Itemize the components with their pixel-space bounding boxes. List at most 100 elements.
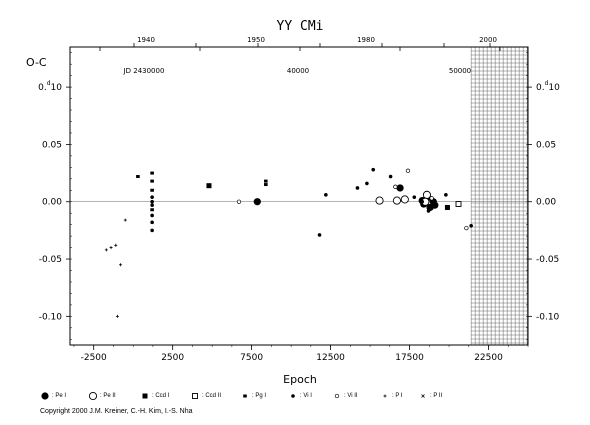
legend-symbol-p1 (383, 394, 387, 398)
data-point-pg1 (264, 179, 268, 183)
data-point-pe2 (375, 196, 384, 205)
legend-marker-vi1 (291, 394, 295, 398)
legend-symbol-ccd2 (192, 393, 198, 399)
data-point-vi2 (236, 199, 242, 204)
legend-symbol-pe2 (88, 391, 98, 401)
data-point-ccd2 (455, 201, 462, 207)
year-label: 1980 (357, 36, 375, 44)
legend-item-pe2: : Pe II (88, 391, 116, 401)
y-tick-label-right: 0.d10 (536, 80, 560, 93)
jd-label: 50000 (449, 67, 471, 75)
legend-label: : P II (430, 393, 443, 399)
x-tick-label: 12500 (316, 353, 345, 363)
legend-item-vi2: : Vi II (332, 391, 358, 401)
hatched-background (471, 47, 528, 345)
y-tick-label-right: 0.00 (536, 198, 556, 208)
data-point-p1 (119, 263, 123, 267)
data-point-vi1 (355, 186, 360, 190)
legend-item-pg1: : Pg I (240, 391, 266, 401)
x-axis-label: Epoch (283, 373, 317, 386)
data-point-pe2 (400, 195, 409, 204)
year-label: 1950 (247, 36, 265, 44)
data-point-vi1 (150, 213, 154, 218)
data-point-p1 (115, 314, 119, 318)
data-point-vi2 (393, 184, 398, 189)
plot-frame (69, 46, 529, 346)
y-tick-label-left: 0.05 (42, 140, 62, 150)
data-point-pe1 (253, 198, 261, 206)
y-tick-label-left: -0.10 (39, 312, 63, 322)
data-point-vi1 (426, 209, 431, 213)
x-tick-label: 2500 (161, 353, 184, 363)
year-label: 1940 (137, 36, 155, 44)
legend-marker-ccd2 (192, 393, 198, 399)
y-tick-label-left: -0.05 (39, 255, 62, 265)
legend-symbol-vi1 (291, 394, 295, 398)
data-point-ccd1 (206, 183, 212, 189)
legend-label: : P I (392, 393, 403, 399)
legend-marker-vi2 (334, 393, 340, 399)
copyright-text: Copyright 2000 J.M. Kreiner, C.-H. Kim, … (40, 408, 193, 415)
data-point-p1 (114, 243, 118, 247)
legend: : Pe I : Pe II : Ccd I : Ccd II : Pg I : Vi I… (40, 391, 560, 405)
data-point-vi1 (150, 228, 154, 233)
y-axis-label: O-C (26, 56, 47, 69)
x-tick-label: 17500 (395, 353, 424, 363)
legend-symbol-p2 (421, 394, 425, 398)
legend-label: : Pe II (100, 393, 116, 399)
legend-label: : Ccd II (202, 393, 222, 399)
cross-b (421, 394, 425, 398)
data-point-vi2 (429, 196, 434, 201)
legend-marker-pe2 (88, 391, 98, 401)
legend-marker-p2 (421, 394, 425, 398)
legend-item-ccd2: : Ccd II (190, 391, 221, 401)
legend-marker-pg1 (243, 394, 247, 398)
y-tick-label-right: -0.05 (536, 255, 559, 265)
x-tick-label: 22500 (474, 353, 503, 363)
legend-item-vi1: : Vi I (288, 391, 312, 401)
data-point-pe1 (431, 201, 439, 209)
data-point-vi1 (365, 181, 369, 186)
data-point-pe2 (392, 196, 401, 205)
y-tick-label-right: 0.05 (536, 140, 556, 150)
data-point-vi1 (150, 199, 154, 204)
legend-item-p1: : P I (380, 391, 403, 401)
legend-label: : Vi II (344, 393, 358, 399)
data-point-p1 (123, 218, 127, 222)
legend-item-pe1: : Pe I (40, 391, 66, 401)
hatched-region (470, 46, 528, 345)
legend-symbol-pg1 (243, 394, 247, 398)
chart-title: YY CMi (277, 19, 324, 34)
data-point-vi1 (388, 174, 393, 179)
data-point-pg1 (150, 179, 154, 183)
data-point-p1 (104, 248, 108, 252)
year-label: 2000 (479, 36, 497, 44)
data-point-pe1 (396, 184, 404, 192)
data-point-vi1 (150, 203, 154, 207)
jd-label: 40000 (287, 67, 309, 75)
data-point-pg1 (264, 183, 268, 187)
legend-marker-p1 (383, 394, 387, 398)
data-point-vi1 (150, 195, 154, 199)
legend-symbol-ccd1 (142, 393, 148, 399)
data-point-vi1 (371, 167, 376, 172)
x-tick-label: 7500 (240, 353, 263, 363)
data-point-vi1 (420, 199, 424, 204)
legend-label: : Vi I (300, 393, 312, 399)
legend-label: : Pe I (52, 393, 67, 399)
legend-item-ccd1: : Ccd I (140, 391, 169, 401)
data-point-vi1 (317, 233, 322, 237)
data-point-pg1 (136, 175, 140, 179)
legend-label: : Ccd I (152, 393, 170, 399)
x-tick-label: -2500 (81, 353, 107, 363)
data-point-vi2 (405, 168, 411, 173)
y-tick-label-left: 0.00 (42, 198, 62, 208)
legend-label: : Pg I (252, 393, 267, 399)
data-point-pg1 (150, 208, 154, 212)
legend-item-p2: : P II (418, 391, 442, 401)
data-point-pe2 (422, 190, 431, 199)
data-point-vi1 (412, 195, 417, 199)
legend-marker-ccd1 (142, 393, 148, 399)
y-tick-label-right: -0.10 (536, 312, 560, 322)
